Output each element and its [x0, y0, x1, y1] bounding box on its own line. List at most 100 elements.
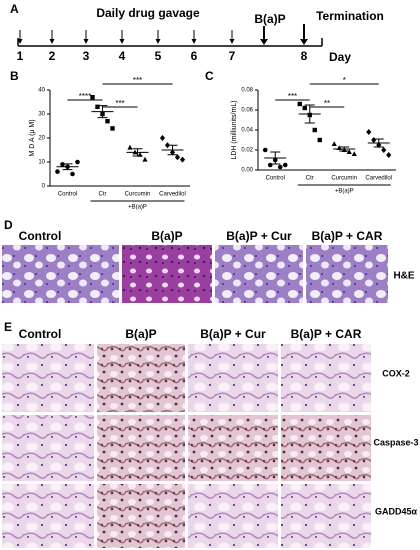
significance-label: **** [79, 92, 91, 101]
histology-image [97, 344, 185, 412]
error-bar [373, 138, 384, 148]
significance-label: *** [115, 99, 124, 108]
point [351, 151, 357, 156]
column-header: B(a)P + Cur [226, 229, 292, 243]
point [179, 156, 186, 163]
histology-image [281, 415, 371, 481]
panel-label: D [4, 218, 13, 232]
arrow-head [260, 39, 268, 45]
he-images [2, 245, 388, 303]
arrow-head [17, 39, 23, 44]
x-tick-label: Carvedilol [159, 192, 186, 198]
day-label: 8 [301, 49, 308, 63]
arrow-head [119, 39, 125, 44]
point [110, 126, 115, 131]
arrow-head [83, 39, 89, 44]
point [277, 164, 283, 170]
histology-image [2, 415, 94, 481]
day-label: 6 [191, 49, 198, 63]
y-tick-label: 0.02 [241, 148, 253, 154]
column-header: B(a)P [151, 229, 182, 243]
point [346, 149, 352, 154]
x-tick-label: Control [266, 176, 285, 182]
column-header: B(a)P + Cur [200, 327, 266, 341]
column-header: Control [19, 327, 62, 341]
point [95, 104, 100, 109]
arrow-head [229, 39, 235, 44]
histology-image [281, 344, 371, 412]
point [312, 127, 317, 133]
x-tick-label: Ctr [99, 192, 107, 198]
arrow-head [155, 39, 161, 44]
point [105, 119, 110, 124]
histology-image [2, 245, 119, 303]
day-label: 7 [229, 49, 236, 63]
stain-label: COX-2 [382, 368, 410, 378]
arrow-head [191, 39, 197, 44]
panel-label: C [205, 69, 214, 83]
point [317, 137, 322, 143]
point [174, 154, 181, 161]
timeline-days: 1 2 3 4 5 6 7 8 [17, 24, 308, 63]
point [371, 137, 377, 143]
point [386, 152, 392, 158]
y-tick-label: 20 [38, 136, 45, 142]
x-tick-label: Curcumin [331, 176, 357, 182]
significance-label: * [343, 76, 346, 85]
x-tick-label: Control [58, 192, 77, 198]
y-tick-label: 10 [38, 160, 45, 166]
timeline-title: Daily drug gavage [96, 6, 200, 20]
point [282, 162, 288, 168]
y-tick-label: 0.06 [241, 108, 253, 114]
point [159, 135, 166, 141]
arrow-head [300, 39, 308, 45]
y-tick-label: 0.00 [241, 168, 253, 174]
histology-image [188, 484, 278, 548]
y-tick-label: 0 [42, 184, 46, 190]
y-tick-label: 0.04 [241, 128, 253, 134]
panel-label: A [10, 2, 19, 16]
histology-image [122, 245, 212, 303]
timeline-end: Termination [316, 9, 384, 23]
significance-label: *** [133, 76, 142, 85]
column-header: B(a)P + CAR [291, 327, 362, 341]
point [90, 95, 95, 100]
day-label: 5 [155, 49, 162, 63]
day-label: 2 [49, 49, 56, 63]
y-tick-label: 30 [38, 112, 45, 118]
y-axis-label: LDH (milliunits/mL) [231, 100, 238, 159]
charts: 0 10 20 30 40 M D A (μ M) Control Ctr Curcumin Ca… [29, 76, 396, 211]
histology-image [306, 245, 388, 303]
histology-image [215, 245, 303, 303]
histology-image [188, 344, 278, 412]
point [262, 147, 268, 153]
error-bar [62, 163, 73, 171]
point [142, 156, 148, 162]
x-tick-label: Ctr [306, 176, 314, 182]
column-header: B(a)P [125, 327, 156, 341]
histology-image [281, 484, 371, 548]
point [127, 144, 133, 150]
stain-label: H&E [393, 271, 414, 282]
point [70, 171, 75, 177]
point [302, 105, 307, 111]
histology-image [97, 484, 185, 548]
timeline-unit: Day [329, 50, 351, 64]
significance-label: ** [324, 99, 330, 108]
day-label: 1 [17, 49, 24, 63]
y-tick-label: 0.08 [241, 88, 253, 94]
day-label: 4 [119, 49, 126, 63]
error-bar [132, 148, 143, 157]
y-axis-label: M D A (μ M) [29, 119, 36, 156]
point [297, 101, 302, 107]
point [75, 159, 80, 165]
error-bar [97, 105, 108, 119]
column-header: B(a)P + CAR [312, 229, 383, 243]
error-bar [304, 104, 315, 124]
y-tick-label: 40 [38, 88, 45, 94]
error-bar [270, 151, 281, 165]
ihc-images [2, 344, 371, 548]
error-bar [339, 146, 350, 152]
histology-image [2, 344, 94, 412]
